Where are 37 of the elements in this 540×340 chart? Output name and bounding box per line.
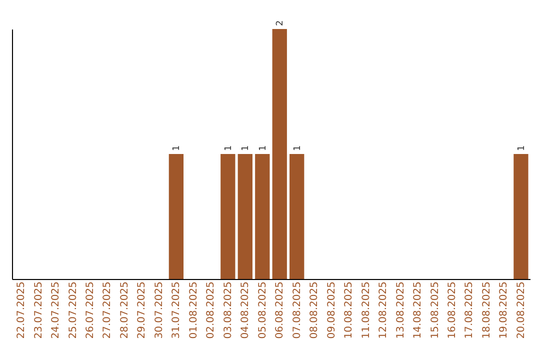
- x-tick-label: 13.08.2025: [395, 282, 406, 339]
- x-tick-label: 18.08.2025: [481, 282, 492, 339]
- data-label: 1: [224, 145, 234, 151]
- data-label: 1: [292, 145, 303, 151]
- x-tick-label: 07.08.2025: [292, 282, 303, 339]
- x-tick-label: 04.08.2025: [240, 282, 252, 339]
- x-tick-label: 29.07.2025: [136, 282, 148, 339]
- x-tick-label: 03.08.2025: [222, 282, 234, 339]
- x-tick-label: 31.07.2025: [171, 282, 182, 339]
- data-label: 2: [276, 20, 286, 26]
- x-tick-label: 11.08.2025: [360, 282, 372, 339]
- x-tick-label: 02.08.2025: [206, 282, 217, 339]
- x-tick-label: 16.08.2025: [447, 282, 458, 339]
- data-label: 1: [258, 145, 268, 151]
- x-tick-label: 14.08.2025: [412, 282, 424, 339]
- x-tick-label: 10.08.2025: [344, 282, 355, 339]
- x-tick-label: 20.08.2025: [516, 282, 527, 339]
- x-tick-label: 23.07.2025: [33, 282, 44, 339]
- x-tick-label: 24.07.2025: [50, 282, 62, 339]
- x-tick-label: 30.07.2025: [154, 282, 165, 339]
- x-tick-label: 28.07.2025: [119, 282, 130, 339]
- x-tick-label: 25.07.2025: [68, 282, 79, 339]
- data-label: 1: [172, 145, 182, 151]
- x-tick-label: 27.07.2025: [102, 282, 114, 339]
- x-tick-label: 01.08.2025: [188, 282, 200, 339]
- data-label: 1: [241, 145, 252, 151]
- x-tick-label: 05.08.2025: [257, 282, 268, 339]
- x-tick-label: 22.07.2025: [16, 282, 28, 339]
- x-tick-label: 08.08.2025: [309, 282, 320, 339]
- x-tick-label: 06.08.2025: [274, 282, 286, 339]
- x-tick-label: 15.08.2025: [430, 282, 441, 339]
- data-label: 1: [516, 145, 527, 151]
- x-tick-label: 12.08.2025: [378, 282, 390, 339]
- x-tick-label: 09.08.2025: [326, 282, 338, 339]
- x-tick-label: 26.07.2025: [85, 282, 96, 339]
- x-tick-label: 19.08.2025: [498, 282, 510, 339]
- x-tick-label: 17.08.2025: [464, 282, 476, 339]
